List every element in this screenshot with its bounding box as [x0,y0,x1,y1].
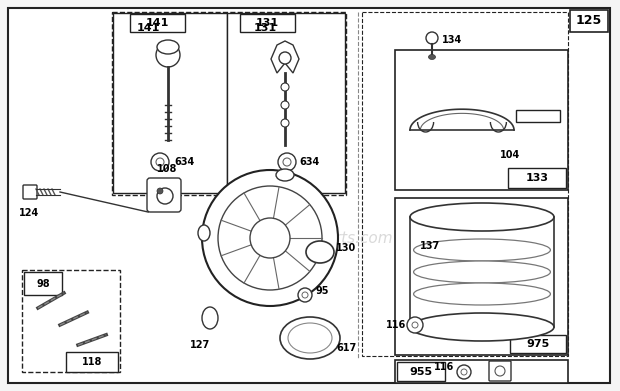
Ellipse shape [414,283,551,305]
Bar [227,13,345,193]
Bar [508,168,566,188]
Bar [395,50,568,190]
FancyBboxPatch shape [147,178,181,212]
Ellipse shape [288,323,332,353]
Bar [397,362,445,381]
Bar [130,14,185,32]
Circle shape [279,52,291,64]
Text: 955: 955 [409,367,433,377]
Circle shape [495,366,505,376]
Text: 634: 634 [299,157,319,167]
Text: 131: 131 [255,18,278,28]
Circle shape [156,158,164,166]
Text: 137: 137 [420,241,440,251]
Text: 98: 98 [36,279,50,289]
Circle shape [281,83,289,91]
Circle shape [156,43,180,67]
Circle shape [426,32,438,44]
Ellipse shape [428,54,435,59]
Text: 116: 116 [386,320,406,330]
Bar [22,270,120,372]
Text: 108: 108 [157,164,177,174]
Text: 116: 116 [434,362,454,372]
Circle shape [412,322,418,328]
Bar [395,360,568,383]
Bar [112,12,346,195]
Bar [66,352,118,372]
Bar [516,110,560,122]
Text: 975: 975 [526,339,549,349]
Circle shape [278,153,296,171]
Text: 95: 95 [315,286,329,296]
Text: 118: 118 [82,357,102,367]
Circle shape [302,292,308,298]
FancyBboxPatch shape [489,361,511,381]
Circle shape [298,288,312,302]
Text: eReplacementParts.com: eReplacementParts.com [206,231,393,246]
Text: 104: 104 [500,150,520,160]
Ellipse shape [157,40,179,54]
Bar [510,335,566,353]
Text: 130: 130 [336,243,356,253]
Ellipse shape [306,241,334,263]
Text: 133: 133 [526,173,549,183]
Ellipse shape [410,203,554,231]
Ellipse shape [410,313,554,341]
Circle shape [457,365,471,379]
Circle shape [283,158,291,166]
Bar [570,10,608,32]
Circle shape [157,188,173,204]
Ellipse shape [198,225,210,241]
Text: 141: 141 [145,18,169,28]
Circle shape [151,153,169,171]
Circle shape [281,119,289,127]
Bar [395,198,568,355]
Circle shape [202,170,338,306]
Text: 141: 141 [136,23,160,33]
Ellipse shape [276,169,294,181]
Text: 125: 125 [576,14,602,27]
Bar [24,272,62,295]
Polygon shape [271,41,299,73]
Ellipse shape [202,307,218,329]
Text: 634: 634 [174,157,194,167]
Bar [113,13,227,193]
Text: 124: 124 [19,208,39,218]
Circle shape [407,317,423,333]
Text: 127: 127 [190,340,210,350]
Circle shape [461,369,467,375]
Circle shape [250,218,290,258]
Circle shape [157,188,163,194]
FancyBboxPatch shape [23,185,37,199]
Text: 134: 134 [442,35,463,45]
Ellipse shape [280,317,340,359]
Ellipse shape [414,239,551,261]
Ellipse shape [414,261,551,283]
Circle shape [218,186,322,290]
Circle shape [281,101,289,109]
Text: 617: 617 [336,343,356,353]
Bar [240,14,295,32]
Text: 131: 131 [254,23,277,33]
Bar [362,12,568,356]
